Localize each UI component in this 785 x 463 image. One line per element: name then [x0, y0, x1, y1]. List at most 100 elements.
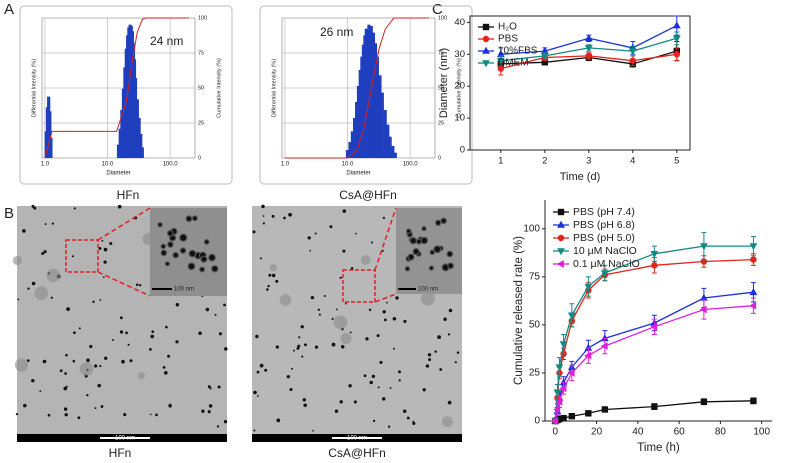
particle — [344, 302, 347, 305]
bar — [118, 128, 122, 158]
particle — [26, 359, 30, 362]
marker — [567, 369, 575, 377]
particle — [268, 273, 272, 277]
bar — [348, 142, 352, 158]
bar — [358, 70, 362, 158]
y2-tick-label: 75 — [198, 50, 204, 56]
inset-particle — [446, 250, 454, 258]
x-axis-title: Diameter — [346, 171, 370, 177]
particle — [302, 398, 306, 402]
particle — [370, 241, 373, 244]
particle — [291, 367, 293, 370]
particle — [27, 287, 30, 290]
particle — [103, 260, 107, 264]
marker — [496, 50, 505, 58]
particle — [205, 307, 210, 312]
bar — [369, 26, 373, 158]
particle — [64, 372, 67, 375]
x-tick-label: 2 — [542, 156, 547, 167]
particle — [368, 308, 372, 312]
bar — [116, 144, 121, 158]
aggregate — [12, 255, 22, 266]
particle — [175, 302, 180, 307]
particle — [127, 343, 130, 346]
inset-particle — [160, 243, 167, 250]
y-tick-label: 50 — [529, 320, 541, 331]
particle — [395, 296, 399, 300]
marker — [496, 57, 505, 65]
particle — [223, 420, 228, 424]
particle — [165, 325, 168, 329]
particle — [296, 346, 300, 350]
particle — [447, 400, 452, 405]
marker — [540, 53, 549, 61]
x-tick-label: 80 — [715, 427, 727, 438]
particle — [119, 330, 124, 334]
x-tick-label: 40 — [632, 427, 644, 438]
particle — [103, 276, 105, 278]
aggregate — [279, 294, 292, 306]
particle — [207, 410, 211, 414]
panel-letter: B — [4, 205, 14, 222]
y2-axis-title: Cumulative Intensity (%) — [216, 58, 222, 118]
particle — [168, 404, 172, 408]
particle — [403, 319, 407, 323]
x-axis-title: Diameter — [106, 171, 130, 177]
particle — [275, 345, 279, 349]
particle — [155, 413, 158, 417]
particle — [428, 358, 432, 362]
particle — [437, 335, 441, 339]
particle — [99, 365, 102, 368]
legend-label: 10 μM NaClO — [573, 245, 637, 257]
particle — [149, 413, 152, 416]
zoom-line — [374, 293, 397, 303]
zoom-box — [65, 239, 99, 273]
panel-letter: A — [4, 1, 14, 18]
particles — [252, 204, 460, 432]
particle — [372, 419, 376, 423]
particle — [304, 343, 307, 347]
inset-particle — [167, 241, 174, 248]
particle — [339, 276, 342, 279]
particle — [456, 351, 460, 354]
marker — [750, 397, 757, 405]
x-tick-label: 10.0 — [102, 162, 114, 168]
legend-label: 0.1 μM NaClO — [573, 258, 640, 270]
particle — [63, 407, 68, 411]
particle — [44, 223, 47, 226]
particle — [386, 301, 388, 304]
particle — [350, 267, 354, 270]
particle — [163, 370, 168, 375]
particle — [224, 347, 228, 351]
marker — [556, 415, 563, 423]
bar — [373, 43, 378, 159]
particle — [448, 308, 453, 313]
marker — [541, 59, 548, 66]
particle — [256, 395, 259, 397]
aggregate — [79, 362, 94, 376]
particle — [135, 283, 139, 286]
particle — [261, 204, 265, 209]
particle — [334, 409, 339, 413]
tem-image: 100 nm 100 nm HFn — [12, 204, 228, 460]
particle — [339, 400, 343, 404]
inset-particle — [164, 261, 170, 267]
inset-particle — [404, 266, 411, 272]
particle — [289, 387, 293, 392]
particle — [427, 353, 432, 357]
particle — [389, 386, 392, 389]
particle — [310, 295, 315, 300]
particle — [94, 364, 98, 368]
particle — [275, 279, 279, 283]
particle — [288, 212, 292, 217]
y-tick-label: 40 — [454, 17, 465, 28]
inset-particles — [404, 217, 455, 272]
particle — [47, 413, 51, 417]
particle — [348, 384, 352, 388]
particle — [314, 232, 317, 235]
particle — [267, 284, 270, 288]
y2-tick-label: 0 — [438, 155, 441, 161]
particle — [218, 332, 222, 336]
inset-particle — [208, 253, 216, 262]
inset-particle — [172, 251, 180, 259]
